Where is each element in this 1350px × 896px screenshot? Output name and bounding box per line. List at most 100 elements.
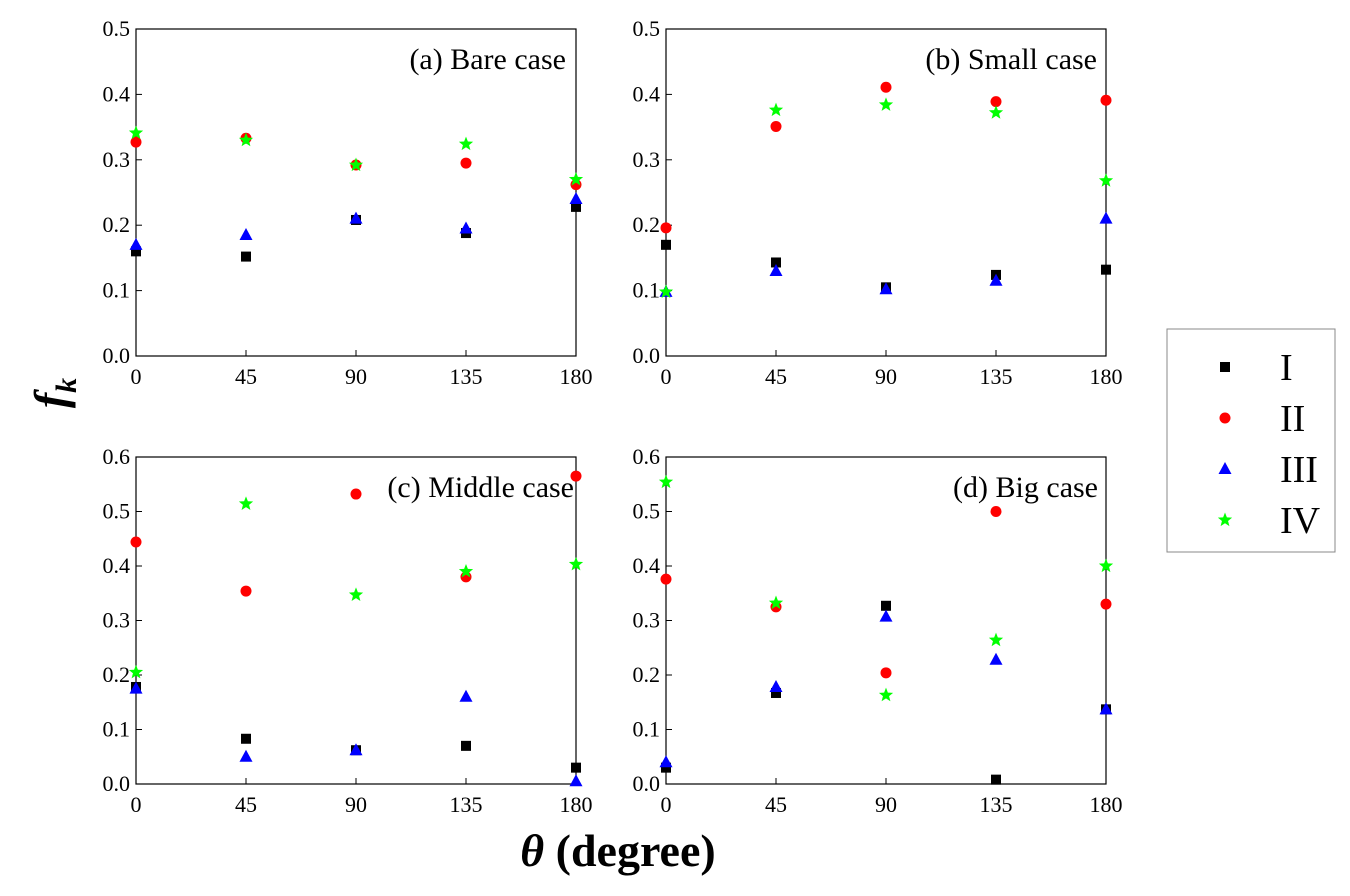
y-tick-label: 0.4 [103,81,131,106]
data-point-iv [458,136,474,151]
y-tick-label: 0.0 [103,771,131,796]
y-tick-label: 0.1 [633,717,661,742]
data-point-iv [988,632,1004,647]
y-tick-label: 0.1 [103,278,131,303]
x-tick-label: 90 [875,792,897,817]
data-point-i [661,239,671,250]
x-tick-label: 0 [131,792,142,817]
x-axis-label: θ (degree) [520,825,715,876]
data-point-iii [769,263,783,276]
data-point-i [571,201,581,212]
x-tick-label: 180 [560,364,593,389]
data-point-ii [880,667,892,679]
legend-label-iv: IV [1280,500,1321,542]
y-tick-label: 0.4 [103,553,131,578]
panel-title: (b) Small case [925,43,1097,76]
legend-label-i: I [1280,347,1293,389]
data-point-ii [660,573,672,585]
x-tick-label: 90 [345,792,367,817]
data-point-iii [349,211,363,224]
panel-c: 0 45 90 135 180 0.0 0.1 0.2 0.3 0.4 0.5 0.6 (c) Midd… [103,444,593,817]
x-tick-label: 135 [450,364,483,389]
data-point-iv [128,664,144,679]
data-point-ii [460,157,472,169]
data-point-iv [568,171,584,186]
plot-frame [135,28,577,357]
x-tick-label: 45 [235,364,257,389]
data-point-iv [988,105,1004,119]
y-tick-label: 0.5 [103,16,131,41]
data-point-iii [129,237,143,250]
plot-frame [665,28,1107,357]
data-point-i [771,257,781,268]
data-point-iii [879,282,893,295]
data-point-iii [239,749,253,762]
data-point-iv [568,556,584,571]
data-point-i [131,246,141,257]
data-point-ii [990,96,1002,108]
data-point-ii [770,120,782,132]
x-tick-label: 45 [765,364,787,389]
data-point-i [241,251,251,262]
y-tick-label: 0.1 [103,717,131,742]
data-point-iv [348,157,364,172]
x-tick-label: 45 [235,792,257,817]
data-point-ii [880,81,892,93]
panel-title: (a) Bare case [409,43,566,76]
x-tick-label: 45 [765,792,787,817]
data-point-iv [878,687,894,702]
data-point-iii [659,755,673,768]
data-point-iii [1099,702,1113,715]
panel-d: 0 45 90 135 180 0.0 0.1 0.2 0.3 0.4 0.5 0.6 (d) Big … [633,444,1123,817]
data-point-iii [239,228,253,241]
data-point-i [571,762,581,773]
y-tick-label: 0.0 [103,343,131,368]
data-point-iv [1098,173,1114,187]
y-tick-label: 0.5 [103,499,131,524]
data-point-iii [879,609,893,622]
y-tick-label: 0.2 [103,212,131,237]
legend-marker-iv [1217,512,1233,527]
y-tick-label: 0.5 [633,499,661,524]
data-point-ii [660,222,672,234]
x-tick-label: 135 [980,364,1013,389]
panel-title: (d) Big case [953,471,1098,504]
legend-marker-iii [1218,462,1232,474]
legend-box [1166,328,1336,553]
data-point-iv [878,97,894,111]
data-point-iv [238,132,254,147]
data-point-ii [570,470,582,482]
data-point-ii [1100,598,1112,610]
y-tick-label: 0.0 [633,771,661,796]
panels-group: 0 45 90 135 180 0.0 0.1 0.2 0.3 0.4 0.5 (a) Bare ca… [103,16,1123,817]
y-tick-label: 0.6 [633,444,661,469]
data-point-iii [1099,211,1113,224]
x-tick-label: 0 [661,792,672,817]
data-point-iv [238,496,254,510]
y-tick-label: 0.3 [103,608,131,633]
data-point-iii [459,221,473,234]
x-tick-label: 0 [661,364,672,389]
legend-marker-ii [1219,412,1231,424]
data-point-ii [130,136,142,148]
y-tick-label: 0.4 [633,553,661,578]
y-tick-label: 0.3 [633,608,661,633]
y-tick-label: 0.2 [633,662,661,687]
data-point-iii [569,774,583,787]
data-point-iv [658,284,674,298]
x-tick-label: 0 [131,364,142,389]
x-tick-label: 180 [1090,364,1123,389]
data-point-ii [990,506,1002,517]
data-point-iv [1098,558,1114,573]
x-tick-label: 90 [875,364,897,389]
x-tick-label: 180 [560,792,593,817]
y-tick-label: 0.3 [633,147,661,172]
data-point-iii [349,743,363,756]
plot-frame [135,456,577,785]
panel-b: 0 45 90 135 180 0.0 0.1 0.2 0.3 0.4 0.5 (b) Small c… [633,16,1123,389]
x-tick-label: 135 [980,792,1013,817]
data-point-i [241,733,251,744]
y-axis-label: fk [25,378,83,408]
